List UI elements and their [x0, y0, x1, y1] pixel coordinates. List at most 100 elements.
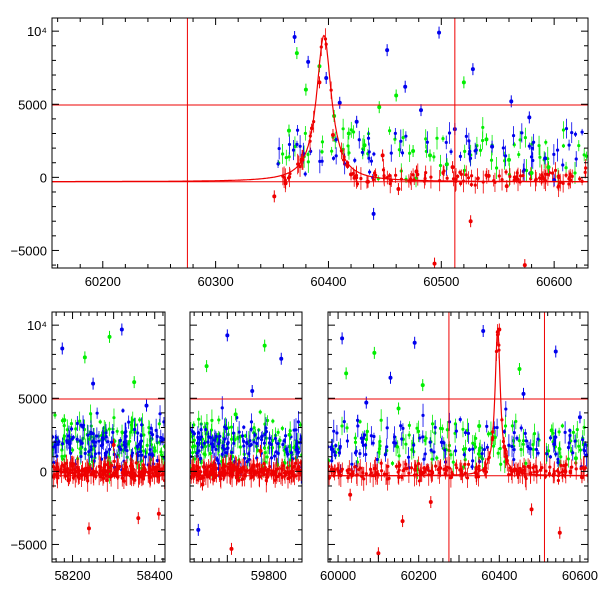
data-point	[523, 431, 527, 436]
data-point	[283, 434, 288, 438]
data-point	[418, 469, 422, 473]
data-point	[324, 75, 329, 80]
data-point	[367, 170, 372, 174]
data-point	[471, 459, 475, 463]
data-point	[546, 165, 551, 170]
data-point	[97, 451, 101, 455]
data-point	[125, 448, 129, 453]
data-point	[293, 144, 297, 149]
data-point	[397, 454, 401, 458]
data-point	[223, 437, 227, 441]
data-point	[422, 457, 426, 461]
data-point	[337, 451, 342, 455]
data-point	[372, 152, 376, 156]
data-point	[474, 148, 478, 152]
data-point	[94, 470, 98, 474]
data-point	[197, 449, 201, 453]
data-point	[71, 471, 75, 475]
data-point	[354, 176, 359, 180]
data-point	[75, 421, 79, 426]
data-point	[208, 435, 213, 440]
data-point	[69, 427, 74, 431]
data-point	[331, 156, 336, 160]
data-point	[577, 415, 582, 420]
data-point	[318, 159, 322, 163]
data-point	[447, 420, 452, 424]
data-point	[521, 174, 525, 178]
data-point	[109, 440, 114, 444]
data-point	[350, 462, 354, 466]
data-point	[345, 163, 349, 167]
data-point	[548, 465, 552, 469]
x-tick-label: 60600	[562, 568, 598, 583]
data-point	[143, 468, 147, 472]
data-point	[529, 471, 533, 475]
data-point	[320, 150, 324, 154]
axes-frame	[51, 311, 166, 563]
data-point	[545, 452, 549, 456]
data-point	[144, 403, 149, 408]
data-point	[232, 441, 236, 445]
data-point	[263, 467, 267, 471]
data-point	[482, 469, 486, 473]
data-point	[243, 472, 247, 476]
data-point	[544, 469, 548, 473]
data-point	[220, 452, 224, 456]
data-point	[141, 472, 145, 476]
data-point	[339, 469, 344, 473]
data-point	[204, 428, 208, 432]
data-point	[544, 172, 548, 176]
data-point	[463, 431, 468, 435]
data-point	[526, 445, 530, 449]
data-point	[152, 467, 157, 472]
data-point	[74, 427, 78, 431]
data-point	[346, 144, 350, 148]
data-point	[298, 423, 303, 427]
data-point	[279, 356, 284, 361]
data-point	[481, 329, 486, 334]
data-point	[101, 437, 105, 441]
data-point	[394, 464, 399, 468]
data-point	[584, 154, 588, 158]
data-point	[108, 469, 113, 473]
y-tick-label: 5000	[18, 391, 47, 406]
data-point	[362, 143, 367, 148]
data-point	[338, 446, 342, 450]
data-point	[485, 445, 489, 449]
data-point	[243, 434, 247, 438]
data-point	[330, 132, 335, 137]
data-point	[561, 128, 566, 132]
data-point	[142, 449, 146, 453]
x-tick-label: 60500	[423, 274, 459, 289]
data-point	[130, 451, 135, 455]
data-point	[359, 176, 363, 181]
data-point	[375, 457, 379, 462]
data-point	[60, 346, 65, 351]
data-point	[190, 430, 195, 434]
data-point	[297, 471, 302, 475]
data-point	[584, 453, 588, 457]
data-point	[78, 419, 82, 423]
data-point	[211, 470, 215, 475]
data-point	[349, 172, 354, 177]
data-point	[568, 433, 572, 438]
data-point	[449, 150, 453, 154]
model-curve	[328, 327, 588, 477]
data-point	[269, 471, 273, 476]
data-point	[404, 134, 408, 138]
data-point	[221, 472, 225, 476]
data-point	[518, 174, 523, 178]
data-point	[435, 456, 439, 460]
data-point	[510, 444, 514, 449]
data-point	[65, 469, 69, 473]
data-point	[552, 442, 557, 446]
data-point	[257, 470, 262, 475]
data-point	[276, 162, 280, 166]
data-point	[229, 425, 234, 429]
data-point	[128, 439, 132, 443]
y-tick-label: −5000	[10, 243, 47, 258]
data-point	[155, 471, 159, 475]
data-point	[345, 426, 349, 430]
data-point	[373, 171, 377, 175]
